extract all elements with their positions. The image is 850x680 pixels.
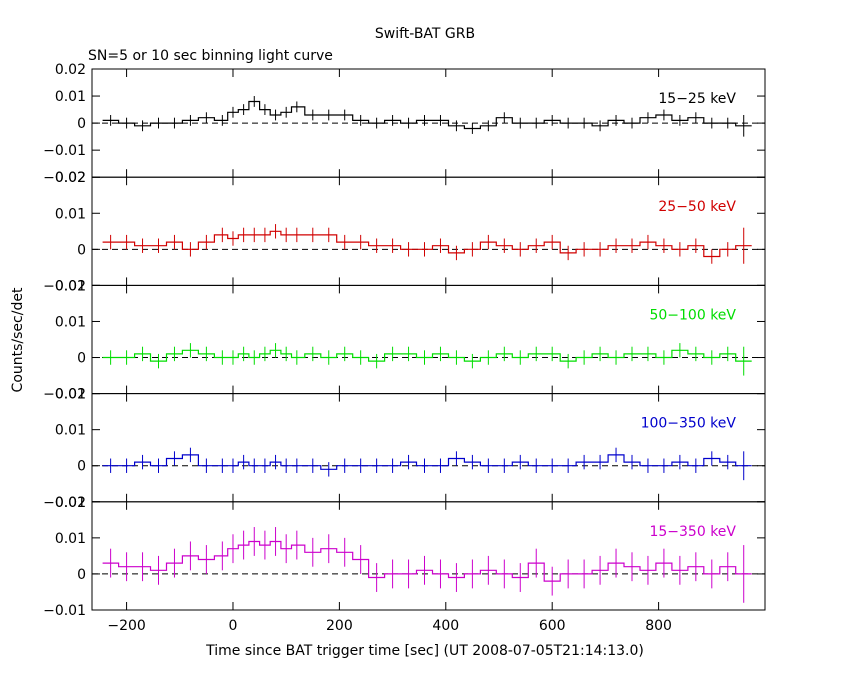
- series-line: [102, 349, 752, 362]
- y-tick-label: −0.01: [43, 603, 86, 619]
- y-tick-label: 0.01: [55, 531, 86, 547]
- series-line: [102, 100, 752, 130]
- panel-3: −0.01 0 0.01 0.02 100−350 keV: [43, 387, 766, 511]
- panel-frame: [91, 176, 766, 286]
- y-tick-label: −0.01: [43, 495, 86, 511]
- y-tick-label: 0.02: [55, 62, 86, 78]
- y-tick-label: 0.02: [55, 170, 86, 186]
- panel-1: −0.01 0 0.01 0.02 25−50 keV: [43, 170, 766, 294]
- x-tick-label: −200: [107, 618, 145, 634]
- y-tick-label: 0.01: [55, 89, 86, 105]
- y-tick-label: 0.02: [55, 278, 86, 294]
- y-tick-label: 0.01: [55, 314, 86, 330]
- y-tick-label: 0: [77, 116, 86, 132]
- y-axis-label: Counts/sec/det: [10, 287, 26, 392]
- x-tick-label: 600: [539, 618, 566, 634]
- series-line: [102, 454, 752, 470]
- band-label: 15−350 keV: [649, 524, 736, 540]
- panel-frame: [91, 393, 766, 503]
- y-tick-label: 0: [77, 459, 86, 475]
- y-tick-label: 0.02: [55, 495, 86, 511]
- y-tick-label: 0: [77, 242, 86, 258]
- band-label: 25−50 keV: [658, 199, 736, 215]
- y-tick-label: −0.01: [43, 387, 86, 403]
- panel-4: −0.01 0 0.01 0.02 15−350 keV −200 0 200 400 600 80…: [43, 495, 766, 634]
- band-label: 50−100 keV: [649, 307, 736, 323]
- y-tick-label: −0.01: [43, 143, 86, 159]
- band-label: 15−25 keV: [658, 91, 736, 107]
- chart-subtitle: SN=5 or 10 sec binning light curve: [88, 48, 333, 64]
- y-tick-label: 0.01: [55, 423, 86, 439]
- panels-group: −0.02 −0.01 0 0.01 0.02 15−25 keV −0.01 0 0.01 0.…: [43, 62, 766, 634]
- y-tick-label: 0: [77, 351, 86, 367]
- y-tick-label: 0.01: [55, 206, 86, 222]
- series-line: [102, 540, 752, 582]
- panel-2: −0.01 0 0.01 0.02 50−100 keV: [43, 278, 766, 403]
- x-tick-label: 400: [432, 618, 459, 634]
- panel-frame: [91, 501, 766, 611]
- y-tick-label: −0.02: [43, 170, 86, 186]
- x-tick-label: 200: [326, 618, 353, 634]
- y-tick-label: 0.02: [55, 387, 86, 403]
- y-tick-label: 0: [77, 567, 86, 583]
- y-tick-label: −0.01: [43, 278, 86, 294]
- panel-0: −0.02 −0.01 0 0.01 0.02 15−25 keV: [43, 62, 766, 186]
- chart-title: Swift-BAT GRB: [375, 26, 475, 42]
- x-tick-label: 800: [645, 618, 672, 634]
- x-axis-label: Time since BAT trigger time [sec] (UT 20…: [205, 643, 644, 659]
- x-tick-label: 0: [229, 618, 238, 634]
- band-label: 100−350 keV: [641, 416, 737, 432]
- series-line: [102, 230, 752, 258]
- panel-frame: [91, 284, 766, 395]
